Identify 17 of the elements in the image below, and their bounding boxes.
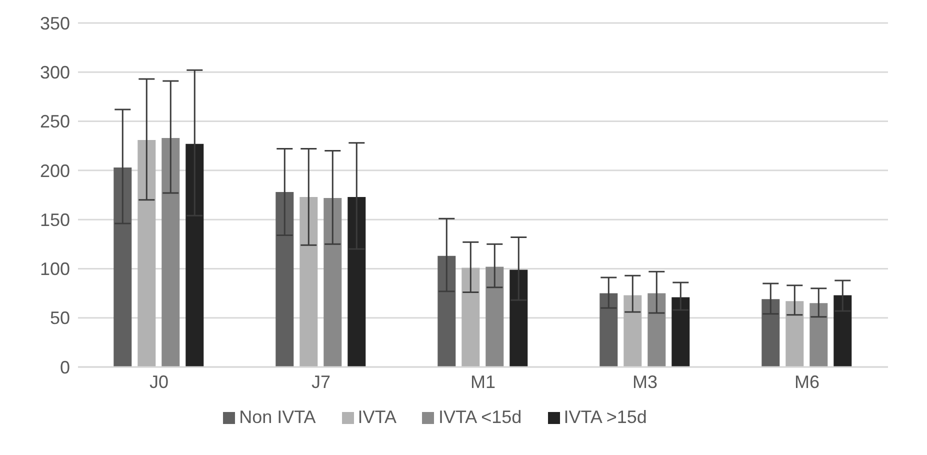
y-tick-label: 350 — [40, 13, 70, 34]
x-tick-label: M3 — [632, 372, 658, 392]
x-tick-label: J0 — [149, 372, 169, 392]
y-tick-label: 250 — [40, 112, 70, 132]
legend-label: IVTA <15d — [438, 407, 522, 427]
x-tick-label: M6 — [794, 372, 820, 392]
y-tick-label: 100 — [40, 259, 70, 280]
x-tick-label: J7 — [311, 372, 331, 392]
y-tick-label: 150 — [40, 210, 70, 230]
x-tick-label: M1 — [470, 372, 496, 392]
legend-label: IVTA — [358, 407, 396, 427]
y-tick-label: 0 — [60, 357, 70, 378]
y-tick-label: 300 — [40, 62, 70, 83]
y-tick-label: 50 — [50, 308, 70, 328]
legend-label: IVTA >15d — [564, 407, 647, 427]
y-tick-label: 200 — [40, 160, 70, 181]
legend-label: Non IVTA — [239, 407, 316, 427]
